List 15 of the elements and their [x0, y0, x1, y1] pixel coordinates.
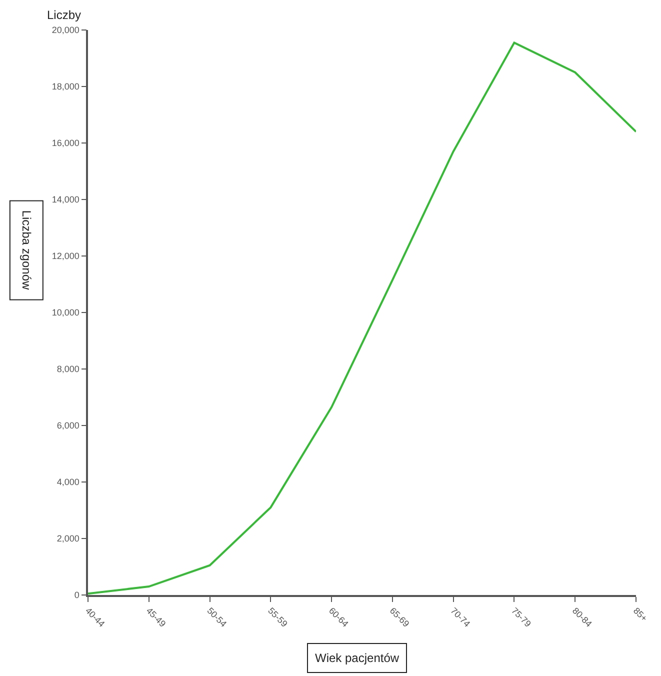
y-tick-label: 6,000 — [56, 420, 80, 431]
y-tick-label: 0 — [74, 590, 80, 600]
y-tick-label: 12,000 — [52, 251, 80, 262]
x-tick-label: 85+ — [631, 606, 650, 624]
y-tick-label: 2,000 — [56, 534, 80, 544]
y-tick-label: 18,000 — [52, 82, 80, 92]
chart-title: Liczby — [47, 8, 82, 22]
y-axis-title: Liczba zgonów — [19, 210, 34, 290]
y-tick-label: 8,000 — [56, 364, 80, 374]
x-axis-title: Wiek pacjentów — [315, 651, 400, 665]
y-tick-label: 20,000 — [52, 25, 80, 36]
y-tick-label: 10,000 — [52, 308, 80, 318]
y-tick-label: 16,000 — [52, 138, 80, 148]
y-tick-label: 4,000 — [56, 477, 80, 488]
y-tick-label: 14,000 — [52, 194, 80, 205]
